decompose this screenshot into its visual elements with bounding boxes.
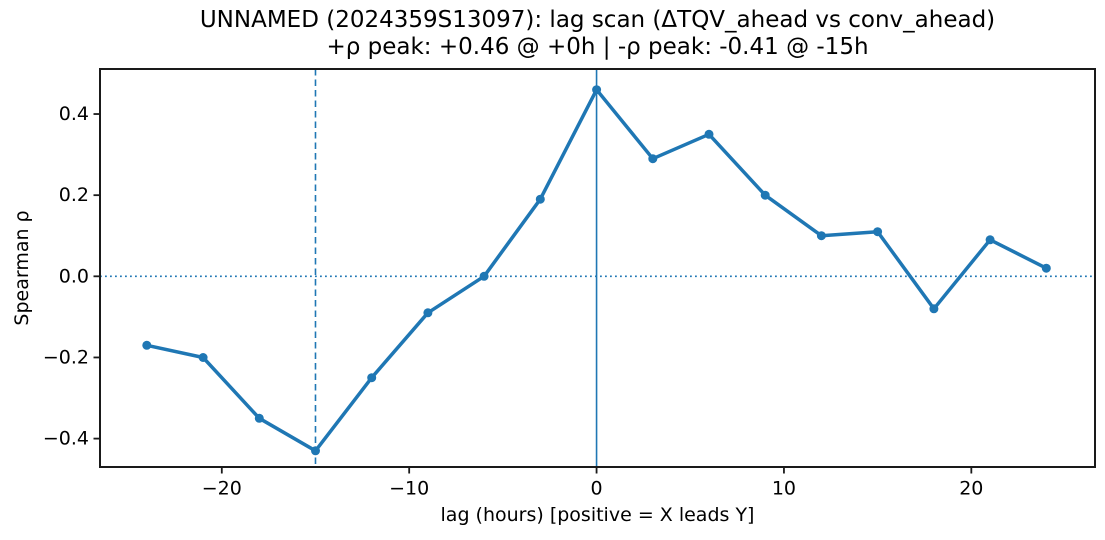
data-point-marker	[142, 340, 152, 350]
chart-title-block: UNNAMED (2024359S13097): lag scan (ΔTQV_…	[100, 7, 1095, 61]
data-point-marker	[198, 353, 208, 362]
data-point-marker	[704, 129, 714, 139]
data-point-marker	[648, 154, 658, 164]
y-tick-label: −0.4	[43, 428, 89, 450]
y-tick-label: 0.2	[59, 184, 89, 206]
data-point-marker	[873, 227, 883, 237]
data-point-marker	[1041, 263, 1051, 273]
x-tick-label: 10	[772, 478, 796, 500]
data-point-marker	[479, 271, 489, 281]
x-tick-label: 0	[591, 478, 603, 500]
y-tick-label: 0.0	[59, 265, 89, 287]
data-point-marker	[929, 304, 939, 314]
chart-title: UNNAMED (2024359S13097): lag scan (ΔTQV_…	[199, 7, 996, 33]
data-point-marker	[816, 231, 826, 241]
data-point-marker	[592, 85, 602, 95]
data-point-marker	[254, 413, 264, 423]
plot-border	[99, 68, 1096, 468]
x-tick-label: 20	[959, 478, 983, 500]
data-point-marker	[985, 235, 995, 245]
data-point-marker	[535, 194, 545, 204]
chart-subtitle: +ρ peak: +0.46 @ +0h | -ρ peak: -0.41 @ …	[326, 34, 869, 60]
x-axis-label: lag (hours) [positive = X leads Y]	[440, 504, 755, 526]
data-point-marker	[760, 190, 770, 200]
y-tick-label: −0.2	[43, 346, 89, 368]
data-point-marker	[311, 446, 320, 456]
y-tick-label: 0.4	[59, 103, 89, 125]
x-tick-label: −10	[389, 478, 429, 500]
data-point-marker	[367, 373, 377, 383]
data-point-marker	[423, 308, 433, 318]
x-tick-label: −20	[202, 478, 242, 500]
